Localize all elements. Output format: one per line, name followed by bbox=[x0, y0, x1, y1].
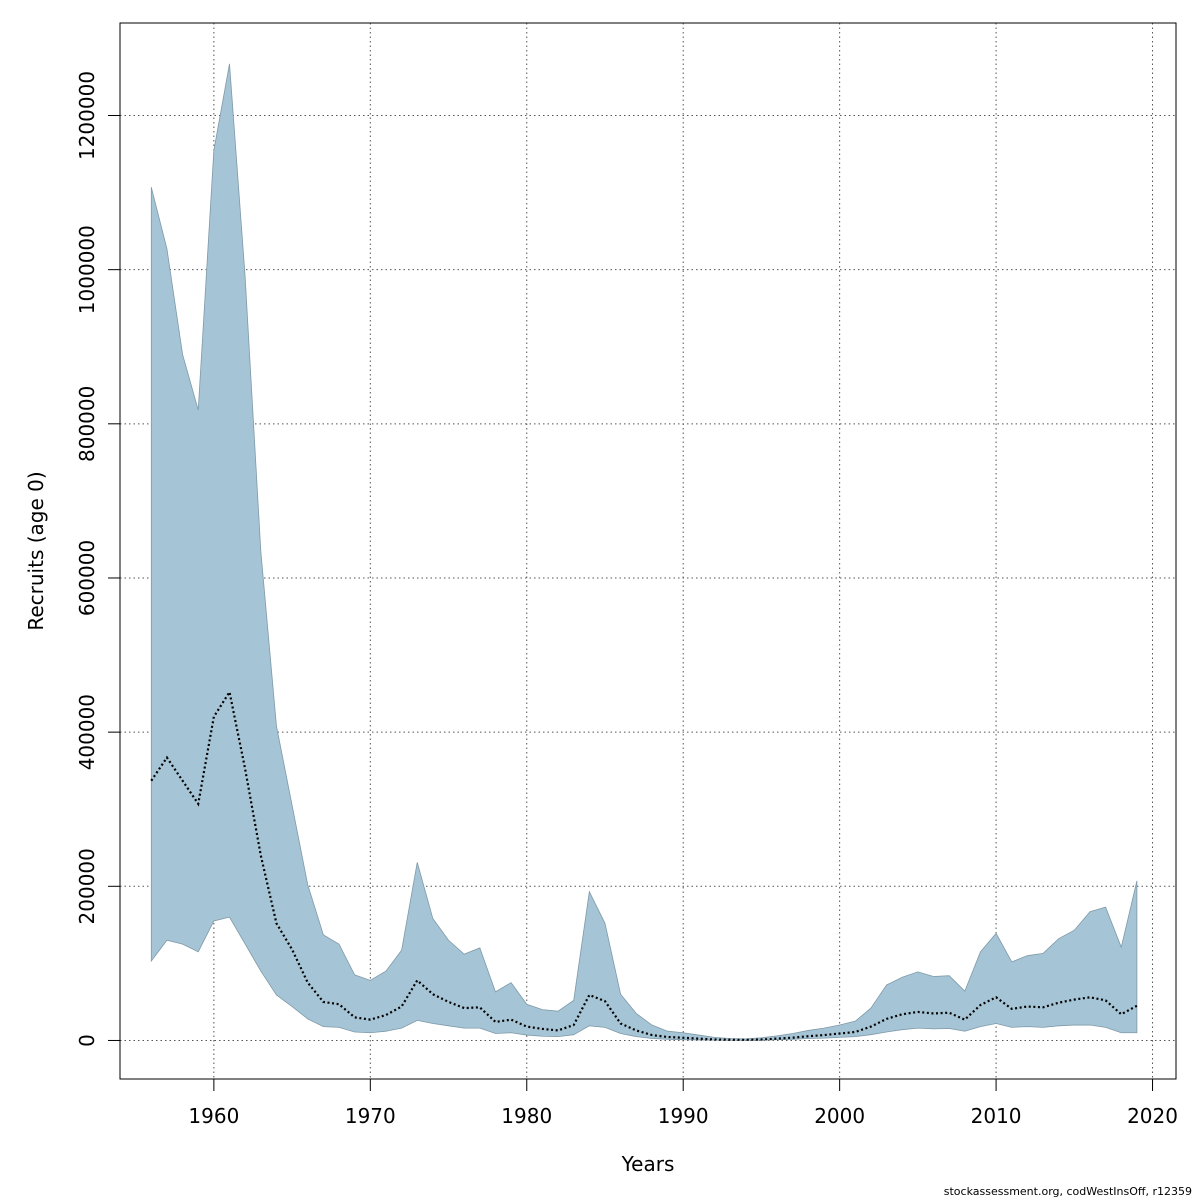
x-tick-label: 2020 bbox=[1127, 1104, 1178, 1128]
y-axis-title: Recruits (age 0) bbox=[24, 471, 48, 630]
y-tick-label: 1000000 bbox=[75, 225, 99, 314]
y-tick-label: 400000 bbox=[75, 694, 99, 770]
y-axis: 0 200000 400000 600000 800000 1000000 1200000 bbox=[75, 71, 121, 1047]
estimate-line bbox=[150, 689, 1138, 1041]
estimate-line-layer bbox=[150, 689, 1138, 1041]
y-tick-label: 600000 bbox=[75, 540, 99, 616]
x-tick-label: 1960 bbox=[188, 1104, 239, 1128]
y-tick-label: 1200000 bbox=[75, 71, 99, 160]
x-tick-label: 2010 bbox=[971, 1104, 1022, 1128]
x-tick-label: 2000 bbox=[814, 1104, 865, 1128]
footer-credit: stockassessment.org, codWestInsOff, r123… bbox=[943, 1185, 1192, 1198]
x-axis-title: Years bbox=[621, 1152, 675, 1176]
y-tick-label: 0 bbox=[75, 1034, 99, 1047]
y-tick-label: 800000 bbox=[75, 386, 99, 462]
x-tick-label: 1990 bbox=[658, 1104, 709, 1128]
confidence-band-layer bbox=[150, 63, 1138, 1041]
confidence-band bbox=[150, 63, 1138, 1041]
x-axis: 1960 1970 1980 1990 2000 2010 2020 bbox=[188, 1078, 1178, 1128]
x-tick-label: 1970 bbox=[345, 1104, 396, 1128]
x-tick-label: 1980 bbox=[501, 1104, 552, 1128]
y-tick-label: 200000 bbox=[75, 848, 99, 924]
